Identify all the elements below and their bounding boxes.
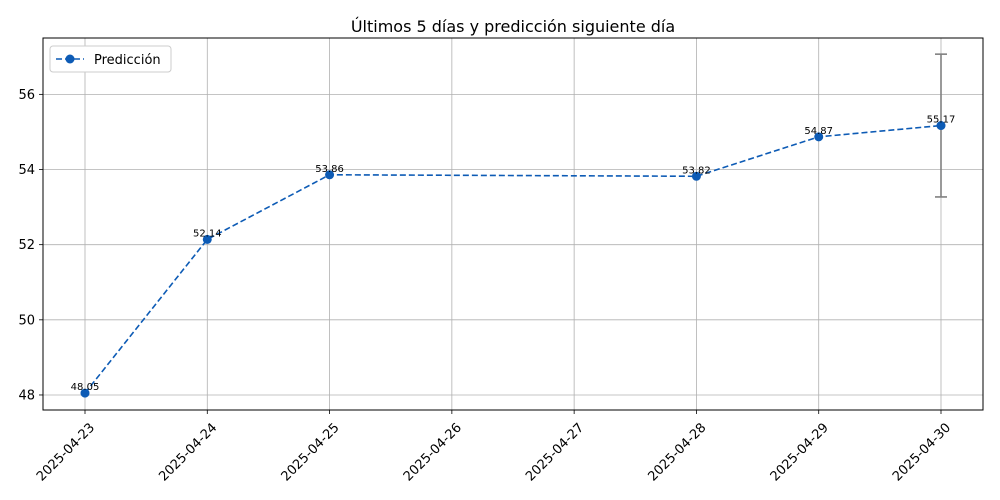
y-tick-label: 54 — [18, 163, 35, 178]
legend-label: Predicción — [94, 53, 161, 68]
data-label: 54.87 — [804, 126, 833, 137]
data-point — [325, 170, 335, 180]
data-point — [80, 388, 90, 398]
grid-lines — [43, 38, 983, 410]
x-tick-label: 2025-04-30 — [890, 420, 954, 484]
series-line — [84, 124, 942, 394]
data-label: 53.82 — [682, 165, 711, 176]
x-tick-label: 2025-04-24 — [156, 420, 220, 484]
x-axis: 2025-04-23 2025-04-24 2025-04-25 2025-04-26… — [34, 410, 954, 484]
series-predicción — [80, 121, 946, 398]
data-point — [814, 132, 824, 142]
legend: Predicción — [49, 45, 172, 73]
y-tick-label: 48 — [18, 388, 35, 403]
data-point — [202, 234, 212, 244]
chart-title: Últimos 5 días y predicción siguiente dí… — [351, 17, 675, 36]
x-tick-label: 2025-04-26 — [401, 420, 465, 484]
y-tick-label: 50 — [18, 313, 35, 328]
x-tick-label: 2025-04-27 — [523, 420, 587, 484]
data-label: 48.05 — [71, 382, 100, 393]
legend-marker — [65, 54, 75, 64]
y-tick-label: 52 — [18, 238, 35, 253]
data-point — [936, 121, 946, 131]
x-tick-label: 2025-04-28 — [645, 420, 709, 484]
x-tick-label: 2025-04-29 — [768, 420, 832, 484]
plot-frame — [42, 37, 984, 411]
y-tick-label: 56 — [18, 88, 35, 103]
data-label: 55.17 — [927, 115, 956, 126]
data-label: 53.86 — [315, 164, 344, 175]
x-tick-label: 2025-04-23 — [34, 420, 98, 484]
data-point — [691, 171, 701, 181]
legend-box — [49, 45, 172, 73]
y-axis: 48 50 52 54 56 — [18, 88, 43, 403]
data-labels: 48.05 52.14 53.86 53.82 54.87 55.17 — [71, 115, 956, 394]
data-label: 52.14 — [193, 228, 222, 239]
x-tick-label: 2025-04-25 — [279, 420, 343, 484]
